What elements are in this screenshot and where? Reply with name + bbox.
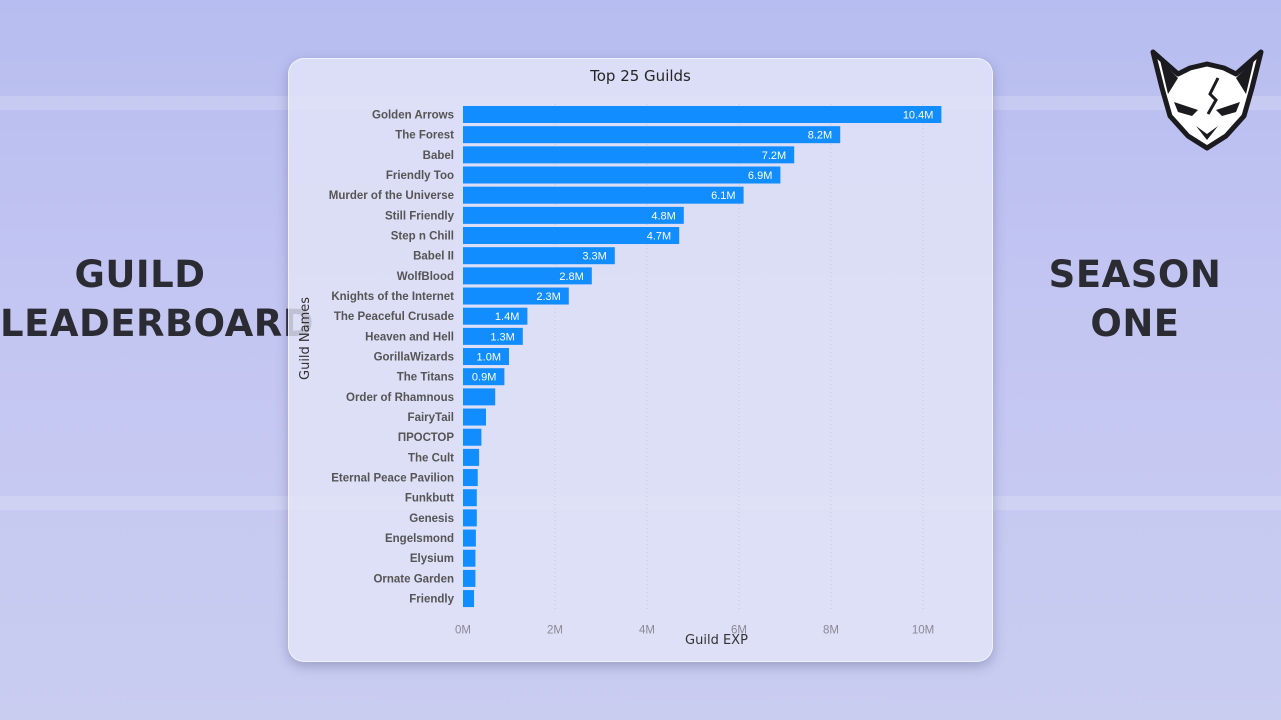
bar bbox=[463, 206, 684, 224]
bar bbox=[463, 146, 795, 164]
data-label: 6.1M bbox=[711, 190, 735, 202]
bar bbox=[463, 327, 523, 345]
category-label: Friendly Too bbox=[386, 170, 454, 182]
category-label: Order of Rhamnous bbox=[346, 392, 454, 404]
category-label: Heaven and Hell bbox=[365, 331, 454, 343]
category-label: Engelsmond bbox=[385, 533, 454, 545]
x-tick-label: 6M bbox=[731, 624, 747, 636]
x-tick-label: 10M bbox=[912, 624, 934, 636]
category-label: Knights of the Internet bbox=[331, 291, 454, 303]
category-label: ПРОСТОР bbox=[398, 432, 454, 444]
category-label: The Forest bbox=[395, 130, 454, 142]
data-label: 0.9M bbox=[472, 372, 496, 384]
category-label: Ornate Garden bbox=[373, 573, 454, 585]
category-label: Funkbutt bbox=[405, 493, 454, 505]
x-tick-label: 8M bbox=[823, 624, 839, 636]
bar bbox=[463, 307, 528, 325]
bar bbox=[463, 469, 478, 487]
data-label: 4.7M bbox=[647, 231, 671, 243]
bar bbox=[463, 247, 615, 265]
data-label: 10.4M bbox=[903, 110, 934, 122]
fox-head-logo-icon bbox=[1150, 49, 1264, 151]
left-title-line-2: LEADERBOARD bbox=[0, 302, 314, 345]
category-label: The Titans bbox=[397, 372, 454, 384]
bar-chart-plot: Golden Arrows 10.4M The Forest 8.2M Babel 7.2… bbox=[329, 104, 942, 636]
bar bbox=[463, 509, 477, 527]
data-label: 4.8M bbox=[651, 210, 675, 222]
category-label: Friendly bbox=[409, 594, 454, 606]
bar bbox=[463, 368, 505, 386]
bar bbox=[463, 186, 744, 204]
x-tick-label: 0M bbox=[455, 624, 471, 636]
bar bbox=[463, 348, 509, 366]
data-label: 8.2M bbox=[808, 130, 832, 142]
data-label: 1.4M bbox=[495, 311, 519, 323]
bar bbox=[463, 227, 680, 245]
data-label: 6.9M bbox=[748, 170, 772, 182]
category-label: Murder of the Universe bbox=[329, 190, 454, 202]
x-axis-title: Guild EXP bbox=[685, 633, 748, 648]
data-label: 1.3M bbox=[490, 331, 514, 343]
chart-title: Top 25 Guilds bbox=[590, 67, 691, 85]
data-label: 3.3M bbox=[582, 251, 606, 263]
bar bbox=[463, 428, 482, 446]
chart-card: Top 25 Guilds Guild Names Guild EXP Gold… bbox=[288, 58, 993, 662]
season-one-title: SEASON ONE bbox=[1020, 250, 1250, 348]
data-label: 1.0M bbox=[477, 352, 501, 364]
data-label: 2.8M bbox=[559, 271, 583, 283]
bar bbox=[463, 529, 476, 547]
bar bbox=[463, 489, 477, 507]
bar bbox=[463, 549, 476, 567]
category-label: FairyTail bbox=[408, 412, 454, 424]
bar bbox=[463, 569, 476, 587]
category-label: Elysium bbox=[410, 553, 454, 565]
bar bbox=[463, 287, 569, 305]
bar bbox=[463, 448, 480, 466]
category-label: Step n Chill bbox=[391, 231, 454, 243]
category-label: Babel II bbox=[413, 251, 454, 263]
category-label: GorillaWizards bbox=[374, 352, 454, 364]
category-label: Genesis bbox=[409, 513, 454, 525]
category-label: The Cult bbox=[408, 452, 454, 464]
x-tick-label: 4M bbox=[639, 624, 655, 636]
bar bbox=[463, 267, 592, 285]
category-label: The Peaceful Crusade bbox=[334, 311, 454, 323]
category-label: Eternal Peace Pavilion bbox=[331, 473, 454, 485]
bar bbox=[463, 106, 942, 123]
bar bbox=[463, 408, 486, 426]
category-label: Babel bbox=[423, 150, 454, 162]
bar bbox=[463, 166, 781, 184]
bar bbox=[463, 590, 475, 608]
data-label: 2.3M bbox=[536, 291, 560, 303]
category-label: Golden Arrows bbox=[372, 110, 454, 122]
guild-leaderboard-title: GUILD LEADERBOARD bbox=[0, 250, 314, 348]
x-tick-label: 2M bbox=[547, 624, 563, 636]
category-label: Still Friendly bbox=[385, 210, 455, 222]
bar bbox=[463, 388, 496, 406]
left-title-line-1: GUILD bbox=[74, 253, 206, 296]
bar bbox=[463, 126, 841, 144]
right-title-line-1: SEASON bbox=[1048, 253, 1222, 296]
category-label: WolfBlood bbox=[397, 271, 454, 283]
data-label: 7.2M bbox=[762, 150, 786, 162]
right-title-line-2: ONE bbox=[1090, 302, 1180, 345]
